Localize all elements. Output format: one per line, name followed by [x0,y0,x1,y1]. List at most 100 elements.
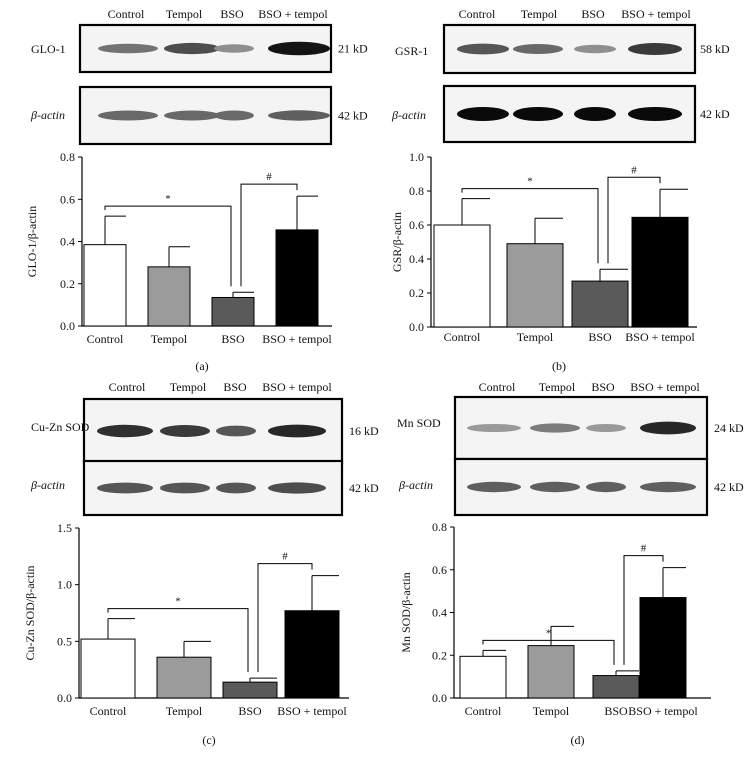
blot-band [268,424,326,438]
y-tick-label: 0.8 [60,150,75,164]
lane-label: Tempol [539,380,576,394]
bar [147,266,191,327]
panel-label: (d) [571,733,585,747]
x-tick-label: BSO + tempol [625,330,695,344]
bar [571,280,629,328]
blot-band [216,425,256,437]
y-tick-label: 1.5 [57,521,72,535]
bar-chart: 0.0 0.5 1.0 1.5 Cu-Zn SOD/β-actin Control Temp… [23,521,349,718]
lane-label: Tempol [170,380,207,394]
x-tick-label: Tempol [533,704,570,718]
lane-label: Control [109,380,146,394]
blot-beta-actin: β-actin 42 kD [30,459,379,517]
kd-label: 24 kD [714,421,744,435]
significance-mark: # [282,551,288,563]
blot-band [268,110,330,121]
significance-bracket [482,639,615,665]
lane-label: BSO + tempol [630,380,700,394]
panel-label: (b) [552,359,566,373]
kd-label: 42 kD [714,480,744,494]
panel-c: Control Tempol BSO BSO + tempol Cu-Zn SOD 16 … [23,380,379,747]
blot-beta-actin: β-actin 42 kD [398,457,744,517]
bar [83,244,127,327]
significance-bracket [461,188,599,264]
y-tick-label: 0.2 [60,277,75,291]
kd-label: 58 kD [700,42,730,56]
y-tick-label: 0.0 [57,691,72,705]
bar [222,681,278,699]
blot-band [513,44,563,54]
blot-target: GSR-1 58 kD [395,23,730,75]
y-tick-label: 0.4 [432,606,447,620]
y-axis-label: GSR/β-actin [390,212,404,272]
y-tick-label: 0.0 [60,319,75,333]
lane-label: BSO [591,380,615,394]
blot-target: Cu-Zn SOD 16 kD [31,397,379,465]
significance-bracket [240,183,298,287]
blot-band [640,481,696,493]
x-tick-label: Tempol [517,330,554,344]
kd-label: 42 kD [700,107,730,121]
panel-a: Control Tempol BSO BSO + tempol GLO-1 21 kD β-… [25,7,368,373]
protein-label: Cu-Zn SOD [31,420,90,434]
bar [631,216,689,328]
significance-mark: * [175,596,181,608]
x-tick-label: Tempol [166,704,203,718]
blot-band [98,110,158,121]
lane-label: Control [479,380,516,394]
x-tick-label: BSO [604,704,628,718]
lane-label: BSO + tempol [258,7,328,21]
blot-band [586,481,626,493]
bar [284,610,340,699]
significance-mark: # [641,543,647,555]
lane-label: BSO [581,7,605,21]
x-tick-label: Control [90,704,127,718]
kd-label: 21 kD [338,42,368,56]
x-tick-label: BSO + tempol [277,704,347,718]
blot-target: Mn SOD 24 kD [397,395,744,461]
lane-label: Control [459,7,496,21]
significance-bracket [607,176,661,264]
y-tick-label: 0.6 [60,192,75,206]
y-tick-label: 0.6 [409,218,424,232]
protein-label: β-actin [398,478,433,492]
blot-band [628,43,682,55]
y-axis-label: GLO-1/β-actin [25,206,39,277]
blot-band [97,482,153,494]
x-tick-label: BSO [238,704,262,718]
kd-label: 16 kD [349,424,379,438]
bar [639,597,687,699]
lane-label: BSO [223,380,247,394]
protein-label: Mn SOD [397,416,441,430]
significance-bracket [104,205,232,287]
blot-band [160,482,210,494]
significance-bracket [623,555,664,665]
blot-band [586,424,626,432]
bar-chart: 0.0 0.2 0.4 0.6 0.8 GLO-1/β-actin Control Tempo… [25,150,332,346]
y-tick-label: 0.2 [432,648,447,662]
lane-label: Control [108,7,145,21]
bar [527,645,575,699]
y-tick-label: 0.8 [432,520,447,534]
blot-beta-actin: β-actin 42 kD [391,84,730,144]
blot-band [640,421,696,435]
y-tick-label: 0.0 [409,320,424,334]
blot-band [513,107,563,121]
y-axis-label: Cu-Zn SOD/β-actin [23,565,37,660]
bar-chart: 0.0 0.2 0.4 0.6 0.8 1.0 GSR/β-actin Control Temp… [390,150,697,344]
significance-mark: * [527,176,533,188]
blot-band [268,482,326,494]
blot-target: GLO-1 21 kD [31,23,368,74]
protein-label: GSR-1 [395,44,428,58]
blot-band [216,482,256,494]
lane-label: Tempol [166,7,203,21]
blot-band [457,43,509,55]
x-tick-label: BSO [221,332,245,346]
protein-label: β-actin [30,478,65,492]
blot-band [160,425,210,437]
blot-band [457,107,509,121]
panel-label: (c) [202,733,215,747]
blot-band [214,44,254,53]
x-tick-label: Tempol [151,332,188,346]
bar [211,296,255,327]
